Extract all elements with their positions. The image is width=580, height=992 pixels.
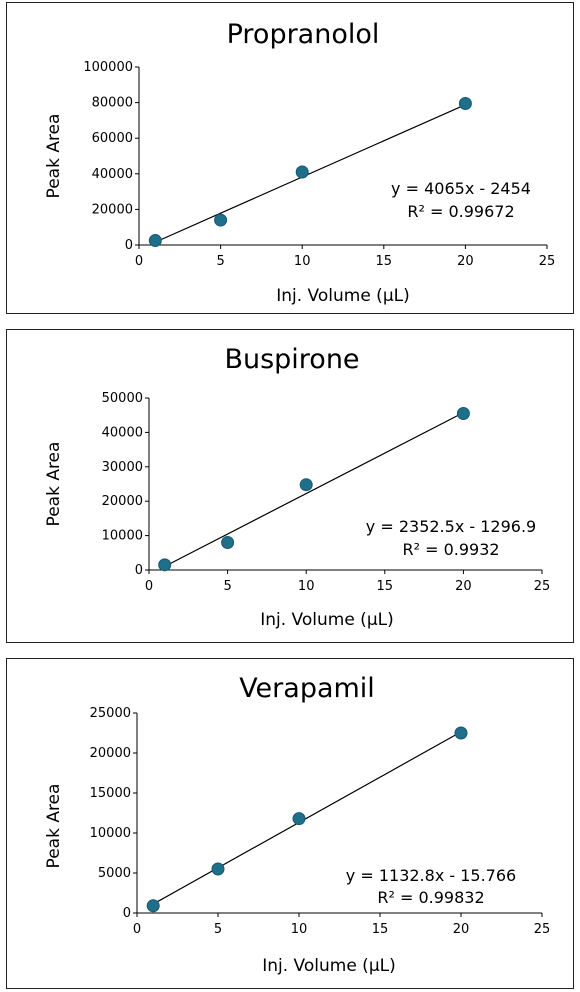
y-tick-label: 100000 xyxy=(83,60,133,75)
x-tick-label: 10 xyxy=(294,254,311,269)
y-axis-label: Peak Area xyxy=(44,784,64,869)
y-tick-label: 20000 xyxy=(102,494,143,509)
x-tick-label: 25 xyxy=(534,922,551,937)
y-tick-label: 40000 xyxy=(92,167,133,182)
chart-svg: Verapamil 0 5000 10000 15000 20000 25000 0 5 10 1… xyxy=(44,673,551,976)
y-tick-label: 20000 xyxy=(92,202,133,217)
y-tick-label: 0 xyxy=(125,238,133,253)
x-tick-label: 25 xyxy=(539,254,556,269)
r-squared-label: R² = 0.99672 xyxy=(407,202,514,221)
chart-panel-propranolol: Propranolol 0 20000 40000 60000 80000 100000 0… xyxy=(6,2,574,314)
data-point xyxy=(146,899,160,913)
trendline-equation: y = 1132.8x - 15.766 xyxy=(346,866,516,885)
x-tick-label: 5 xyxy=(223,579,231,594)
x-tick-label: 15 xyxy=(372,922,389,937)
trendline xyxy=(164,412,464,567)
marks xyxy=(148,96,472,248)
x-axis-label: Inj. Volume (μL) xyxy=(276,286,410,306)
x-tick-label: 0 xyxy=(145,579,153,594)
x-tick-label: 20 xyxy=(453,922,470,937)
x-tick-label: 0 xyxy=(133,922,141,937)
y-tick-label: 0 xyxy=(123,906,131,921)
y-tick-label: 5000 xyxy=(98,866,131,881)
y-tick-label: 40000 xyxy=(102,425,143,440)
trendline-equation: y = 2352.5x - 1296.9 xyxy=(366,517,536,536)
x-tick-label: 20 xyxy=(455,579,472,594)
x-axis-label: Inj. Volume (μL) xyxy=(260,610,394,630)
data-point xyxy=(456,406,470,420)
x-tick-label: 15 xyxy=(376,254,393,269)
trendline-equation: y = 4065x - 2454 xyxy=(391,179,531,198)
data-point xyxy=(148,234,162,248)
x-tick-label: 10 xyxy=(291,922,308,937)
x-axis-label: Inj. Volume (μL) xyxy=(262,956,396,976)
r-squared-label: R² = 0.99832 xyxy=(377,888,484,907)
marks xyxy=(158,406,470,572)
chart-panel-verapamil: Verapamil 0 5000 10000 15000 20000 25000 0 5 10 1… xyxy=(6,658,574,989)
data-point xyxy=(211,862,225,876)
x-tick-label: 15 xyxy=(377,579,394,594)
marks xyxy=(146,726,468,913)
x-tick-label: 5 xyxy=(214,922,222,937)
y-tick-label: 30000 xyxy=(102,460,143,475)
axes: 0 20000 40000 60000 80000 100000 0 5 10 15 20 25 xyxy=(83,60,555,269)
y-tick-label: 60000 xyxy=(92,131,133,146)
chart-svg: Propranolol 0200004000060000800001000000… xyxy=(44,19,555,306)
y-tick-label: 20000 xyxy=(90,746,131,761)
chart-svg: Buspirone 0 10000 20000 30000 40000 50000 0 5 10… xyxy=(44,344,551,630)
data-point xyxy=(299,478,313,492)
y-tick-label: 15000 xyxy=(90,786,131,801)
trendline xyxy=(155,104,466,243)
data-point xyxy=(295,165,309,179)
data-point xyxy=(454,726,468,740)
y-tick-label: 10000 xyxy=(90,826,131,841)
axes: 0 10000 20000 30000 40000 50000 0 5 10 15 20 25 xyxy=(102,391,551,594)
x-tick-label: 0 xyxy=(135,254,143,269)
x-tick-label: 20 xyxy=(457,254,474,269)
y-tick-label: 0 xyxy=(135,563,143,578)
axes: 0 5000 10000 15000 20000 25000 0 5 10 15 20 25 xyxy=(90,706,551,937)
chart-title: Propranolol xyxy=(227,19,380,50)
y-axis-label: Peak Area xyxy=(44,114,64,199)
data-point xyxy=(292,812,306,826)
r-squared-label: R² = 0.9932 xyxy=(402,540,499,559)
data-point xyxy=(214,213,228,227)
x-tick-label: 25 xyxy=(534,579,551,594)
y-tick-label: 50000 xyxy=(102,391,143,406)
data-point xyxy=(458,96,472,110)
x-tick-label: 10 xyxy=(298,579,315,594)
y-tick-label: 80000 xyxy=(92,96,133,111)
data-point xyxy=(158,558,172,572)
y-axis-label: Peak Area xyxy=(44,442,64,527)
chart-title: Verapamil xyxy=(239,673,375,704)
y-tick-label: 25000 xyxy=(90,706,131,721)
chart-panel-buspirone: Buspirone 0 10000 20000 30000 40000 50000 0 5 10… xyxy=(6,329,574,643)
chart-title: Buspirone xyxy=(224,344,359,375)
x-tick-label: 5 xyxy=(216,254,224,269)
trendline xyxy=(152,731,462,905)
y-tick-label: 10000 xyxy=(102,529,143,544)
data-point xyxy=(221,535,235,549)
